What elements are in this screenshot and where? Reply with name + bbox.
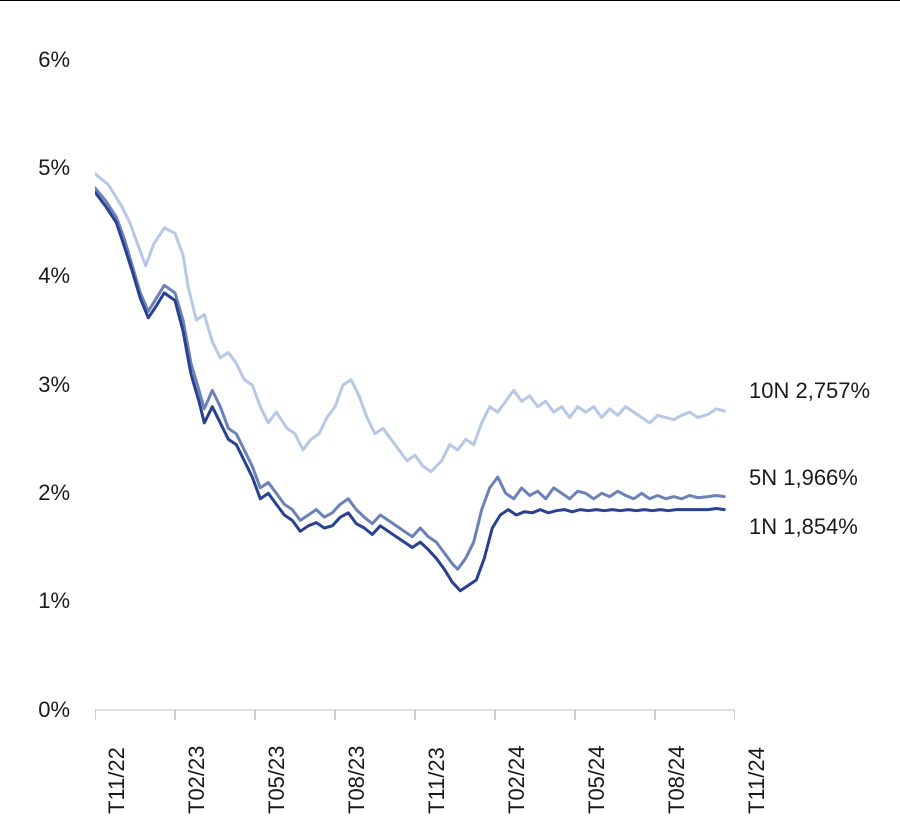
series-end-label-1N: 1N 1,854% [749, 514, 858, 540]
x-axis-label: T05/24 [584, 746, 610, 815]
x-axis-label: T08/24 [664, 746, 690, 815]
series-line-1N [95, 192, 724, 591]
x-axis-label: T08/23 [344, 746, 370, 815]
series-line-10N [95, 174, 724, 472]
series-end-label-10N: 10N 2,757% [749, 378, 870, 404]
x-axis-label: T11/23 [424, 747, 450, 814]
series-line-5N [95, 188, 724, 569]
x-axis-label: T02/24 [504, 746, 530, 815]
chart-container: 0% 1% 2% 3% 4% 5% 6% T11/22 T02/23 T05/23 T08/23 T1… [0, 0, 900, 830]
top-border-line [0, 0, 900, 1]
x-axis-label: T11/22 [104, 747, 130, 814]
y-axis-label: 2% [0, 480, 70, 506]
y-axis-label: 5% [0, 155, 70, 181]
x-axis-label: T02/23 [184, 746, 210, 815]
y-axis-label: 1% [0, 588, 70, 614]
series-end-label-5N: 5N 1,966% [749, 465, 858, 491]
plot-svg [95, 60, 735, 722]
plot-area [95, 60, 735, 710]
x-axis-label: T05/23 [264, 746, 290, 815]
x-axis-label: T11/24 [744, 747, 770, 814]
y-axis-label: 6% [0, 47, 70, 73]
y-axis-label: 4% [0, 263, 70, 289]
y-axis-label: 3% [0, 372, 70, 398]
y-axis-label: 0% [0, 697, 70, 723]
